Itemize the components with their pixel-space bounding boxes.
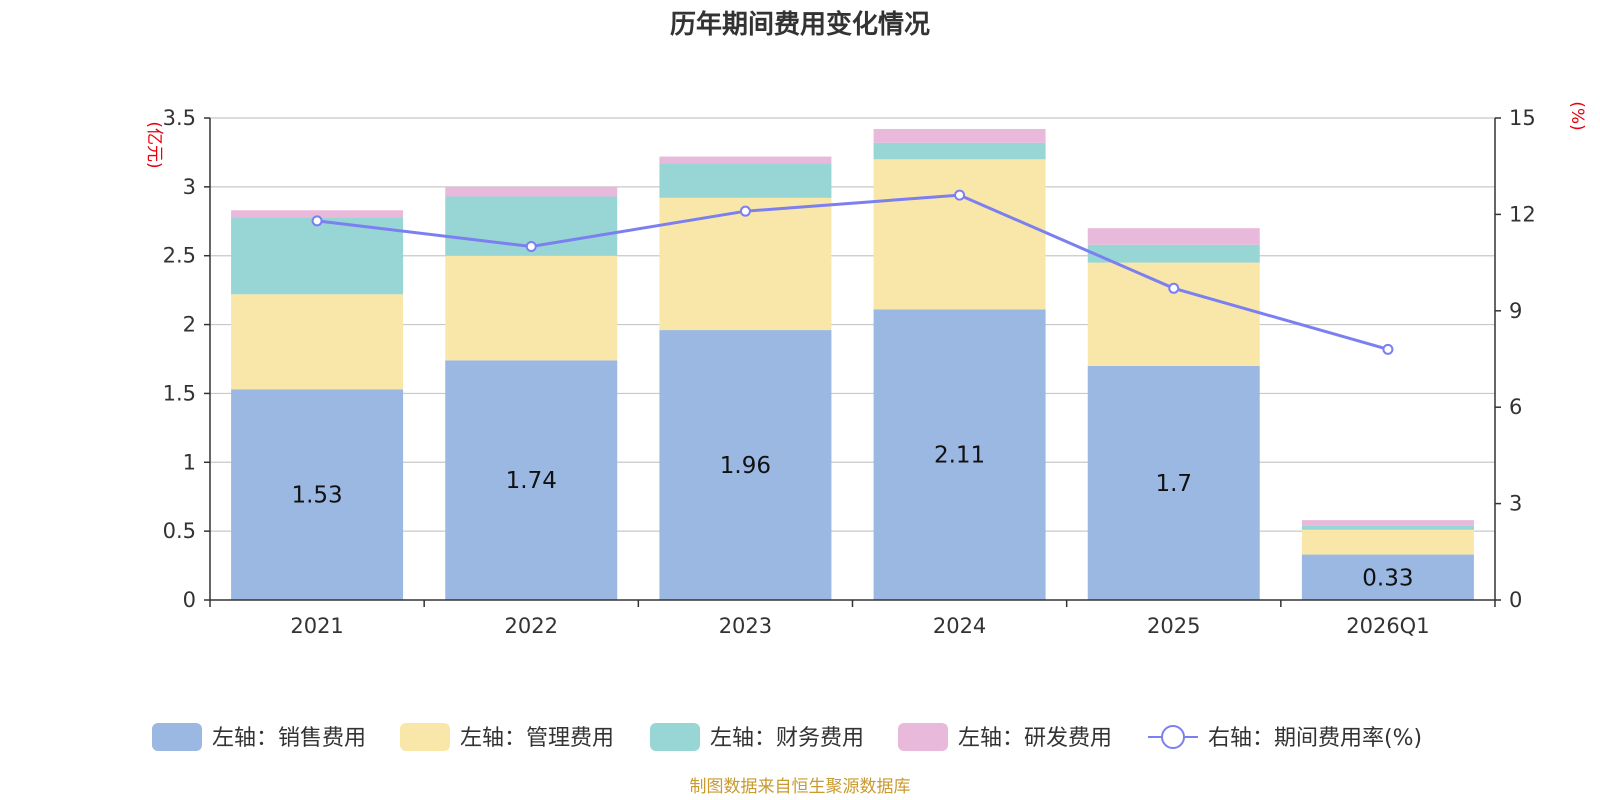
legend: 左轴：销售费用 左轴：管理费用 左轴：财务费用 左轴：研发费用 右轴：期间费用率(%): [152, 723, 1422, 751]
bar-data-label: 1.96: [720, 453, 771, 479]
left-axis-unit: (亿元): [144, 121, 164, 168]
bar-segment-1: [1087, 365, 1260, 600]
bar-segment-4: [1087, 228, 1260, 245]
bar-segment-1: [1301, 554, 1474, 600]
bar-data-label: 1.53: [291, 483, 342, 509]
left-tick-label: 3.5: [163, 106, 196, 130]
x-tick-label: 2021: [290, 614, 343, 638]
bar-segment-1: [231, 389, 404, 600]
gridlines: [210, 117, 1495, 532]
bar-segment-3: [231, 217, 404, 295]
bar-segment-4: [873, 129, 1046, 143]
left-tick-label: 1: [183, 450, 196, 474]
bar-segment-3: [873, 142, 1046, 160]
right-tick-label: 12: [1509, 202, 1536, 226]
line-point: [311, 215, 323, 227]
legend-swatch-4: [898, 723, 948, 751]
source-note: 制图数据来自恒生聚源数据库: [690, 777, 911, 797]
legend-swatch-3: [650, 723, 700, 751]
bar-segment-4: [231, 210, 404, 218]
x-tick-label: 2026Q1: [1346, 614, 1429, 638]
line-point: [954, 189, 966, 201]
right-tick-label: 15: [1509, 106, 1536, 130]
bar-data-label: 0.33: [1362, 565, 1413, 591]
bar-segment-1: [445, 360, 618, 600]
left-tick-label: 2: [183, 313, 196, 337]
x-tick-label: 2023: [719, 614, 772, 638]
bar-layer: 1.53 1.74 1.96 2.11 1.7 0.33: [231, 129, 1474, 600]
bar-segment-3: [659, 163, 832, 198]
left-tick-label: 0: [183, 588, 196, 612]
bar-segment-2: [1087, 262, 1260, 366]
axes: 0 0.5 1 1.5 2 2.5 3 3.5 0 3 6 9 12 15 2021 2022 2023 2024…: [144, 101, 1587, 638]
bar-segment-2: [659, 197, 832, 331]
line-point: [739, 205, 751, 217]
bar-segment-2: [445, 255, 618, 361]
x-tick-label: 2025: [1147, 614, 1200, 638]
x-tick-label: 2024: [933, 614, 986, 638]
line-point: [1168, 282, 1180, 294]
legend-swatch-1: [152, 723, 202, 751]
expense-rate-line: [316, 193, 1389, 351]
line-point: [1382, 343, 1394, 355]
x-tick-label: 2022: [505, 614, 558, 638]
legend-circle-marker: [1161, 725, 1185, 749]
bar-segment-3: [1301, 525, 1474, 530]
left-tick-label: 1.5: [163, 381, 196, 405]
legend-label-3: 左轴：财务费用: [710, 726, 864, 751]
bar-segment-4: [1301, 520, 1474, 526]
bar-segment-2: [231, 294, 404, 390]
right-tick-label: 9: [1509, 299, 1522, 323]
legend-label-2: 左轴：管理费用: [460, 726, 614, 751]
bar-segment-2: [873, 159, 1046, 310]
bar-segment-3: [1087, 244, 1260, 263]
bar-segment-4: [659, 156, 832, 164]
right-axis-unit: (%): [1567, 101, 1587, 130]
bar-segment-1: [873, 309, 1046, 600]
left-tick-label: 3: [183, 175, 196, 199]
bar-data-label: 1.74: [506, 468, 557, 494]
right-tick-label: 6: [1509, 395, 1522, 419]
line-layer: [311, 189, 1394, 355]
right-tick-label: 3: [1509, 492, 1522, 516]
bar-data-label: 2.11: [934, 443, 985, 469]
right-tick-label: 0: [1509, 588, 1522, 612]
legend-swatch-2: [400, 723, 450, 751]
chart-title: 历年期间费用变化情况: [670, 9, 930, 40]
legend-label-1: 左轴：销售费用: [212, 726, 366, 751]
left-tick-label: 2.5: [163, 244, 196, 268]
bar-segment-1: [659, 330, 832, 600]
legend-label-5: 右轴：期间费用率(%): [1208, 726, 1422, 751]
legend-label-4: 左轴：研发费用: [958, 726, 1112, 751]
bar-segment-2: [1301, 529, 1474, 555]
line-point: [525, 241, 537, 253]
left-tick-label: 0.5: [163, 519, 196, 543]
bar-data-label: 1.7: [1155, 471, 1192, 497]
bar-segment-4: [445, 186, 618, 197]
